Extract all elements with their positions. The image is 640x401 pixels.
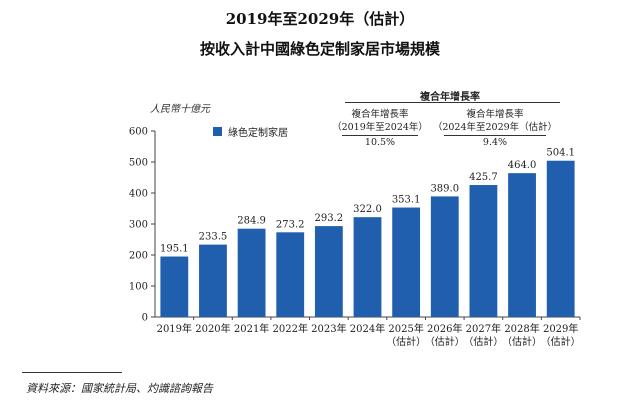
bar-value-label: 389.0 bbox=[430, 183, 459, 194]
cagr-period-2-range: （2024年至2029年（估計） bbox=[432, 122, 558, 133]
cagr-period-2-label: 複合年增長率 bbox=[466, 109, 524, 120]
bar bbox=[276, 232, 305, 317]
x-tick-label: 2022年 bbox=[273, 322, 308, 335]
x-tick-label: 2020年 bbox=[195, 322, 230, 335]
bar-value-label: 504.1 bbox=[546, 148, 575, 159]
x-tick-label: （估計） bbox=[386, 335, 426, 348]
bar bbox=[237, 228, 266, 317]
x-tick-label: （估計） bbox=[463, 335, 503, 348]
cagr-header-rule bbox=[345, 102, 560, 103]
cagr-period-1: 複合年增長率 （2019年至2024年） 10.5% bbox=[330, 108, 430, 149]
bar-value-label: 425.7 bbox=[469, 172, 498, 183]
y-axis-unit-label: 人民幣十億元 bbox=[150, 104, 210, 115]
x-tick-label: （估計） bbox=[502, 335, 542, 348]
legend-swatch bbox=[213, 127, 222, 136]
y-tick-label: 400 bbox=[129, 189, 148, 200]
bar bbox=[469, 185, 498, 317]
cagr-period-1-label: 複合年增長率 bbox=[351, 109, 409, 120]
y-tick-label: 0 bbox=[142, 313, 148, 324]
bar-value-label: 293.2 bbox=[315, 213, 344, 224]
bar-value-label: 464.0 bbox=[508, 160, 537, 171]
source-rule bbox=[22, 372, 122, 373]
cagr-header: 複合年增長率 bbox=[420, 92, 480, 103]
x-tick-label: （估計） bbox=[541, 335, 581, 348]
x-tick-label: 2019年 bbox=[157, 322, 192, 335]
bar bbox=[353, 217, 382, 317]
x-tick-label: 2021年 bbox=[234, 322, 269, 335]
chart-legend: 綠色定制家居 bbox=[213, 124, 288, 139]
bar-value-label: 273.2 bbox=[276, 219, 305, 230]
cagr-period-2-rule bbox=[444, 135, 546, 136]
bar-value-label: 353.1 bbox=[392, 195, 421, 206]
y-tick-label: 100 bbox=[129, 282, 148, 293]
legend-label: 綠色定制家居 bbox=[228, 128, 288, 139]
cagr-period-1-range: （2019年至2024年） bbox=[332, 122, 428, 133]
cagr-period-1-value: 10.5% bbox=[364, 137, 396, 148]
bar-value-label: 284.9 bbox=[237, 216, 266, 227]
y-tick-label: 600 bbox=[129, 127, 148, 138]
cagr-period-2-value: 9.4% bbox=[482, 137, 508, 148]
x-tick-label: 2027年 bbox=[466, 322, 501, 335]
chart-title-line2: 按收入計中國綠色定制家居市場規模 bbox=[199, 40, 440, 58]
x-tick-label: 2023年 bbox=[311, 322, 346, 335]
x-tick-label: 2024年 bbox=[350, 322, 385, 335]
bar bbox=[392, 207, 421, 317]
bar bbox=[430, 196, 459, 317]
bar bbox=[546, 160, 575, 317]
bar bbox=[160, 256, 189, 317]
cagr-period-1-rule bbox=[342, 135, 418, 136]
x-tick-label: 2026年 bbox=[427, 322, 462, 335]
x-tick-label: 2029年 bbox=[543, 322, 578, 335]
bar bbox=[199, 244, 227, 317]
bar-value-label: 195.1 bbox=[160, 244, 189, 255]
y-tick-label: 500 bbox=[129, 158, 148, 169]
bar bbox=[508, 173, 536, 317]
y-tick-label: 300 bbox=[129, 220, 148, 231]
y-tick-label: 200 bbox=[129, 251, 148, 262]
bar-value-label: 322.0 bbox=[353, 204, 382, 215]
x-tick-label: 2025年 bbox=[388, 322, 423, 335]
cagr-period-2: 複合年增長率 （2024年至2029年（估計） 9.4% bbox=[430, 108, 560, 149]
bar-value-label: 233.5 bbox=[199, 232, 228, 243]
x-tick-label: 2028年 bbox=[504, 322, 539, 335]
x-tick-label: （估計） bbox=[425, 335, 465, 348]
chart-title-line1: 2019年至2029年（估計） bbox=[225, 10, 415, 28]
bar bbox=[314, 226, 343, 317]
source-note: 資料來源：國家統計局、灼識諮詢報告 bbox=[26, 382, 213, 395]
